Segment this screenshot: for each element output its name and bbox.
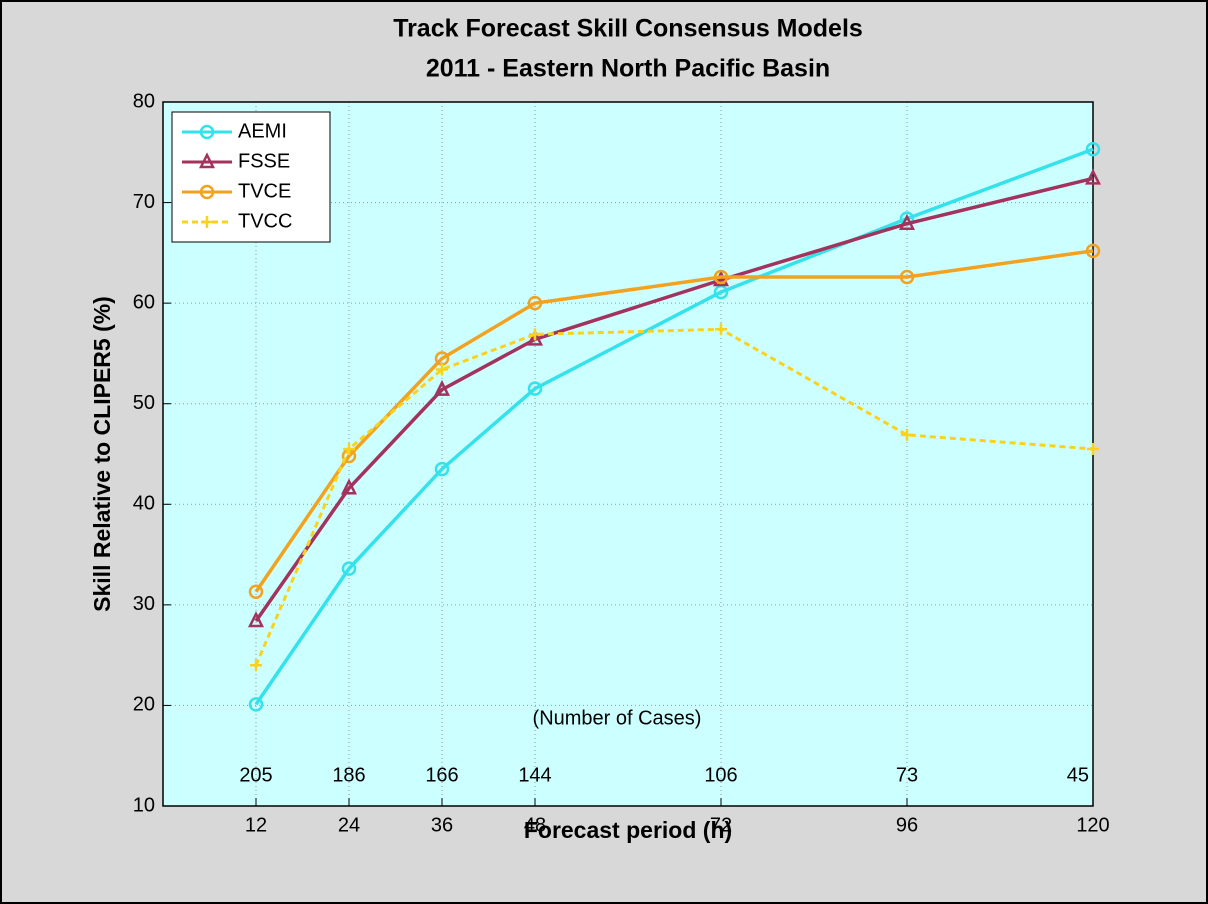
- legend-box: [171, 111, 331, 243]
- point: [199, 184, 215, 200]
- legend: AEMI FSSE TVCE TVCC: [171, 111, 331, 243]
- point: [434, 461, 450, 477]
- point: [1085, 243, 1101, 259]
- x-tick-label: 120: [1076, 814, 1109, 836]
- case-count: 205: [239, 764, 272, 786]
- point: [250, 659, 262, 672]
- point: [901, 428, 913, 441]
- x-tick-label: 36: [431, 814, 453, 836]
- legend-label: TVCC: [238, 210, 292, 232]
- point: [527, 381, 543, 396]
- point: [199, 124, 215, 140]
- point: [1084, 168, 1102, 185]
- point: [201, 216, 213, 228]
- y-tick-label: 70: [133, 191, 155, 213]
- y-tick-label: 60: [133, 291, 155, 313]
- point: [436, 363, 448, 376]
- x-axis-label: Forecast period (h): [524, 817, 732, 843]
- point: [715, 323, 727, 336]
- point: [433, 379, 451, 396]
- case-count: 45: [1067, 764, 1089, 786]
- point: [1087, 442, 1099, 455]
- case-count: 166: [425, 764, 458, 786]
- case-count: 106: [704, 764, 737, 786]
- series: [250, 323, 1099, 672]
- series-line: [254, 249, 1094, 593]
- legend-label: TVCE: [238, 180, 291, 202]
- chart-subtitle: 2011 - Eastern North Pacific Basin: [426, 55, 830, 83]
- cases-label: (Number of Cases): [533, 707, 702, 729]
- series: [248, 243, 1101, 600]
- point: [526, 329, 544, 346]
- y-tick-label: 20: [133, 694, 155, 716]
- point: [899, 269, 915, 285]
- point: [248, 697, 264, 712]
- case-count: 144: [518, 764, 551, 786]
- x-tick-label: 96: [896, 814, 918, 836]
- legend-label: FSSE: [238, 150, 290, 172]
- point: [713, 269, 729, 285]
- chart-title: Track Forecast Skill Consensus Models: [393, 15, 863, 43]
- y-tick-label: 10: [133, 794, 155, 816]
- point: [343, 442, 355, 455]
- point: [198, 152, 216, 169]
- point: [247, 611, 265, 628]
- x-tick-label: 72: [710, 814, 732, 836]
- y-axis-label: Skill Relative to CLIPER5 (%): [89, 296, 115, 612]
- point: [340, 478, 358, 495]
- point: [898, 213, 916, 230]
- point: [529, 328, 541, 341]
- point: [1085, 142, 1101, 157]
- y-tick-label: 50: [133, 392, 155, 414]
- point: [341, 561, 357, 576]
- case-count: 73: [896, 764, 918, 786]
- x-tick-label: 48: [524, 814, 546, 836]
- legend-label: AEMI: [238, 120, 287, 142]
- x-tick-label: 12: [245, 814, 267, 836]
- point: [527, 295, 543, 311]
- x-tick-label: 24: [338, 814, 360, 836]
- case-count: 186: [332, 764, 365, 786]
- y-tick-label: 40: [133, 493, 155, 515]
- y-tick-label: 30: [133, 593, 155, 615]
- y-tick-label: 80: [133, 90, 155, 112]
- point: [248, 584, 264, 600]
